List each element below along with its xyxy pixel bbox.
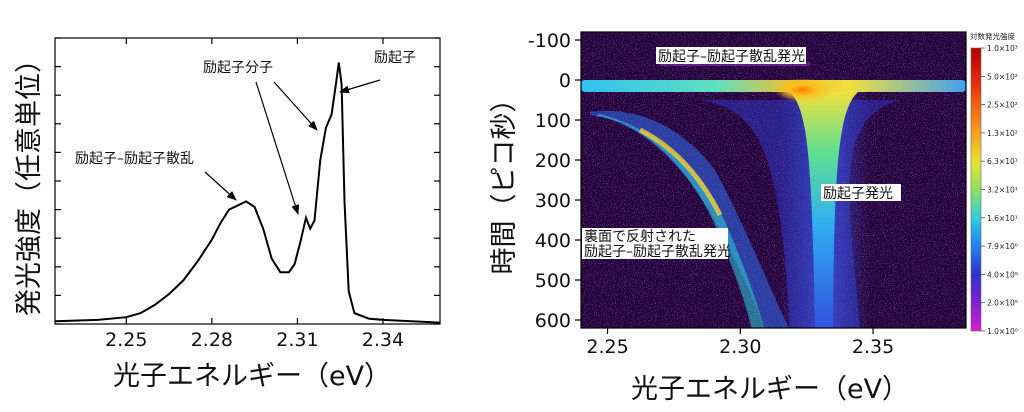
colorbar-tick-label: 1.6×10¹ [987, 214, 1018, 223]
heatmap-y-ticks: -100 0 100 200 300 400 500 600 [528, 30, 581, 332]
spectrum-x-ticks: 2.25 2.28 2.31 2.34 [105, 38, 404, 351]
spectrum-x-tick-label: 2.34 [362, 329, 404, 351]
colorbar-tick-label: 5.0×10² [987, 72, 1018, 81]
colorbar-tick-label: 1.3×10² [987, 129, 1018, 138]
colorbar-tick-label: 3.2×10¹ [987, 186, 1018, 195]
colorbar-gradient [971, 48, 981, 331]
heatmap-y-axis-label: 時間（ピコ秒） [489, 86, 520, 275]
heatmap-x-axis-label: 光子エネルギー（eV） [631, 374, 909, 405]
colorbar-tick-label: 4.0×10⁰ [987, 270, 1018, 279]
label-biexciton: 励起子分子 [203, 60, 273, 76]
heatmap-y-tick-label: 0 [559, 70, 571, 92]
heatmap-x-ticks: 2.25 2.30 2.35 [586, 328, 894, 358]
arrow-scattering [204, 171, 237, 201]
label-box-reflected: 裏面で反射された 励起子–励起子散乱発光 [582, 228, 731, 260]
heatmap-x-tick-label: 2.35 [852, 336, 894, 358]
spectrum-y-axis-label: 発光強度（任意単位） [14, 46, 45, 316]
svg-text:裏面で反射された: 裏面で反射された [584, 228, 696, 245]
heatmap-y-tick-label: -100 [528, 30, 571, 52]
colorbar-tick-label: 2.0×10⁰ [987, 299, 1018, 308]
heatmap-x-tick-label: 2.25 [586, 336, 628, 358]
streak-heatmap: 2.25 2.30 2.35 -100 0 100 200 300 400 500 600 光子エ… [489, 30, 1018, 405]
heatmap-y-tick-label: 400 [535, 230, 571, 252]
heatmap-y-tick-label: 200 [535, 150, 571, 172]
heatmap-y-tick-label: 600 [535, 310, 571, 332]
spectrum-x-tick-label: 2.31 [276, 329, 318, 351]
colorbar-tick-label: 2.5×10² [987, 101, 1018, 110]
label-exciton: 励起子 [374, 50, 416, 66]
colorbar-ticks: 1.0×10³ 5.0×10² 2.5×10² 1.3×10² 6.3×10¹ 3.2×1… [981, 44, 1018, 336]
colorbar-tick-label: 1.0×10⁰ [987, 327, 1018, 336]
colorbar-tick-label: 7.9×10⁰ [987, 242, 1018, 251]
svg-text:励起子–励起子散乱発光: 励起子–励起子散乱発光 [658, 49, 805, 65]
heatmap-y-tick-label: 300 [535, 190, 571, 212]
heatmap-y-tick-label: 500 [535, 270, 571, 292]
colorbar: 対数発光強度 1.0×10³ 5.0×10² 2.5×10² 1.3×10² 6.3×1… [970, 31, 1018, 336]
label-scattering: 励起子–励起子散乱 [75, 151, 194, 167]
heatmap-y-tick-label: 100 [535, 110, 571, 132]
spectrum-line [54, 62, 441, 324]
label-box-exciton-emission: 励起子発光 [821, 184, 901, 202]
colorbar-title: 対数発光強度 [970, 31, 1015, 41]
heatmap-x-tick-label: 2.30 [719, 336, 761, 358]
spectrum-x-tick-label: 2.25 [105, 329, 147, 351]
colorbar-tick-label: 1.0×10³ [987, 44, 1018, 53]
label-box-scattering: 励起子–励起子散乱発光 [656, 47, 806, 65]
heatmap-image [581, 32, 966, 328]
arrow-exciton [339, 79, 381, 94]
spectrum-chart: 2.25 2.28 2.31 2.34 光子エネルギー（eV） 発光強度（任意単位） … [14, 37, 441, 392]
arrow-biexciton-2 [273, 81, 318, 131]
spectrum-y-ticks [55, 37, 440, 325]
svg-text:励起子発光: 励起子発光 [823, 186, 893, 202]
spectrum-x-axis-label: 光子エネルギー（eV） [113, 361, 391, 392]
spectrum-x-tick-label: 2.28 [191, 329, 233, 351]
spectrum-plot-frame [54, 37, 441, 325]
colorbar-tick-label: 6.3×10¹ [987, 157, 1018, 166]
arrow-biexciton-1 [255, 81, 300, 215]
svg-text:励起子–励起子散乱発光: 励起子–励起子散乱発光 [584, 244, 731, 260]
heatmap-plot-frame [580, 31, 967, 329]
